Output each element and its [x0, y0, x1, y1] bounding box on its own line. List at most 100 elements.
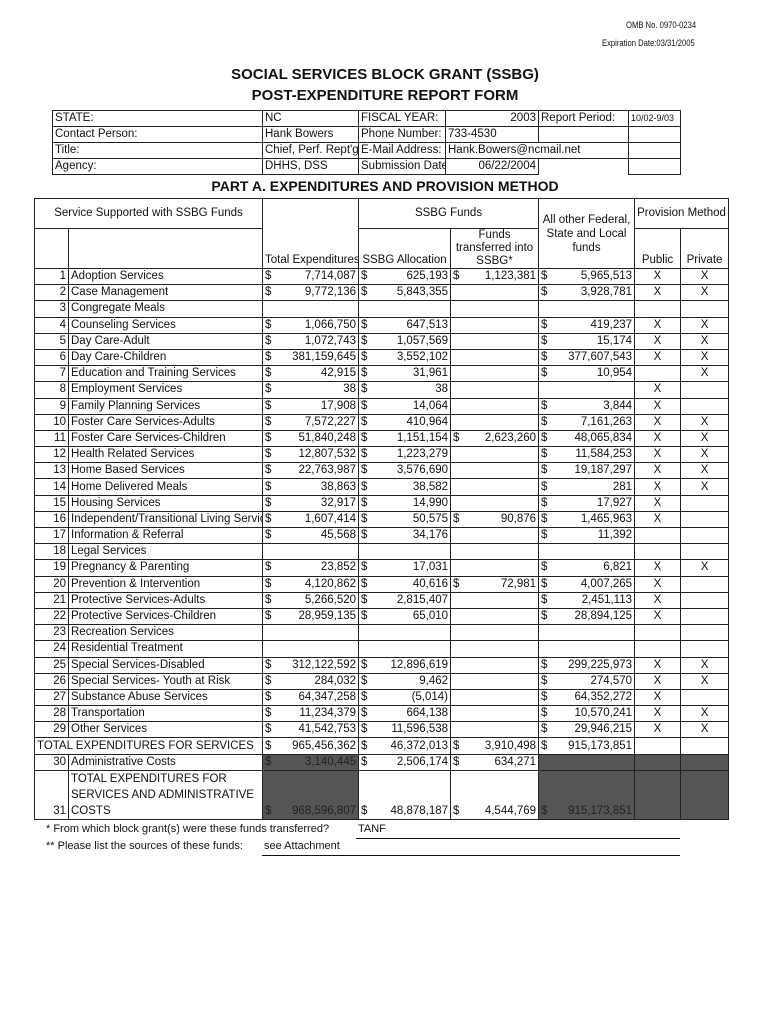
- currency-symbol: $: [541, 529, 548, 542]
- total-expenditures: $1,072,743: [262, 332, 360, 350]
- currency-symbol: $: [361, 383, 368, 396]
- currency-symbol: $: [361, 480, 368, 493]
- ssbg-allocation-value: 48,878,187: [390, 804, 449, 817]
- public-mark: X: [634, 446, 682, 464]
- currency-symbol: $: [265, 804, 272, 817]
- ssbg-allocation: $38,582: [358, 478, 452, 496]
- private-mark: [680, 397, 730, 415]
- currency-symbol: $: [265, 561, 272, 574]
- ssbg-allocation: $50,575: [358, 510, 452, 529]
- currency-symbol: $: [541, 480, 548, 493]
- currency-symbol: $: [361, 723, 368, 736]
- other-funds-value: 274,570: [590, 674, 633, 687]
- currency-symbol: $: [265, 351, 272, 364]
- other-funds-value: 48,065,834: [574, 431, 633, 444]
- fiscal-year-label: FISCAL YEAR:: [358, 110, 446, 127]
- public-mark: X: [634, 413, 682, 431]
- ssbg-allocation: $1,151,154: [358, 429, 452, 448]
- ssbg-allocation-value: 40,616: [412, 577, 449, 590]
- currency-symbol: $: [453, 577, 460, 590]
- report-period-label: Report Period:: [538, 110, 629, 127]
- funds-transferred: [450, 494, 540, 512]
- footnote-transfer-answer[interactable]: TANF: [358, 823, 386, 835]
- title-label: Title:: [52, 142, 263, 159]
- footnote-sources-answer[interactable]: see Attachment: [264, 840, 340, 852]
- private-mark: [680, 591, 730, 609]
- table-row: 14 Home Delivered Meals $38,863 $38,582 $281…: [34, 478, 730, 496]
- currency-symbol: $: [265, 270, 272, 283]
- ssbg-allocation: $46,372,013: [358, 737, 452, 755]
- currency-symbol: $: [361, 464, 368, 477]
- private-mark: [680, 575, 730, 593]
- currency-symbol: $: [541, 658, 548, 671]
- ssbg-allocation: [358, 640, 452, 658]
- funds-transferred: $2,623,260: [450, 429, 540, 448]
- footnote-sources-question: ** Please list the sources of these fund…: [46, 840, 243, 852]
- info-table: STATE: NC FISCAL YEAR: 2003 Report Period: 10…: [52, 110, 681, 175]
- public-mark: [634, 640, 682, 658]
- currency-symbol: $: [541, 399, 548, 412]
- currency-symbol: $: [541, 351, 548, 364]
- currency-symbol: $: [361, 593, 368, 606]
- currency-symbol: $: [541, 610, 548, 623]
- contact-label: Contact Person:: [52, 126, 263, 143]
- funds-transferred-value: 4,544,769: [484, 804, 537, 817]
- currency-symbol: $: [265, 367, 272, 380]
- row-number: 18: [34, 543, 69, 561]
- funds-transferred: [450, 332, 540, 350]
- public-mark: X: [634, 688, 682, 707]
- row-number: 9: [34, 397, 69, 415]
- public-mark: X: [634, 429, 682, 448]
- service-name: Legal Services: [67, 543, 264, 561]
- public-mark: X: [634, 462, 682, 480]
- row-number: 5: [34, 332, 69, 350]
- table-row: 15 Housing Services $32,917 $14,990 $17,927 X: [34, 494, 730, 512]
- currency-symbol: $: [541, 593, 548, 606]
- other-funds: $11,584,253: [538, 446, 636, 464]
- currency-symbol: $: [361, 512, 368, 525]
- service-name: Congregate Meals: [67, 300, 264, 318]
- service-name: Prevention & Intervention: [67, 575, 264, 593]
- other-funds-header: All other Federal, State and Local funds: [538, 198, 636, 269]
- currency-symbol: $: [265, 610, 272, 623]
- total-expenditures: $28,959,135: [262, 607, 360, 626]
- currency-symbol: $: [265, 690, 272, 703]
- public-mark: [634, 526, 682, 545]
- currency-symbol: $: [541, 739, 548, 752]
- total-expenditures: $3,140,445: [262, 753, 360, 771]
- total-expenditures-value: 7,572,227: [304, 415, 357, 428]
- other-funds-value: 915,173,851: [568, 804, 633, 817]
- total-expenditures: $23,852: [262, 559, 360, 577]
- other-funds: $3,928,781: [538, 284, 636, 302]
- total-expenditures: $7,572,227: [262, 413, 360, 431]
- total-expenditures-value: 17,908: [320, 399, 357, 412]
- service-name: Protective Services-Adults: [67, 591, 264, 609]
- other-funds: $915,173,851: [538, 737, 636, 755]
- total-expenditures-value: 45,568: [320, 529, 357, 542]
- service-name: Day Care-Children: [67, 348, 264, 367]
- total-expenditures-value: 12,807,532: [298, 448, 357, 461]
- public-mark: [634, 753, 682, 771]
- currency-symbol: $: [541, 334, 548, 347]
- total-expenditures: $32,917: [262, 494, 360, 512]
- submission-date-value: 06/22/2004: [445, 158, 539, 175]
- private-mark: X: [680, 478, 730, 496]
- funds-transferred-header: Funds transferred into SSBG*: [450, 228, 540, 269]
- private-mark: X: [680, 462, 730, 480]
- row-number: 21: [34, 591, 69, 609]
- form-title: SOCIAL SERVICES BLOCK GRANT (SSBG): [231, 66, 539, 83]
- table-row: 23 Recreation Services: [34, 624, 730, 642]
- service-header: Service Supported with SSBG Funds: [33, 198, 264, 229]
- other-funds-value: 19,187,297: [574, 464, 633, 477]
- row-number: 10: [34, 413, 69, 431]
- ssbg-funds-header: SSBG Funds: [358, 198, 540, 229]
- row-number: 15: [34, 494, 69, 512]
- public-mark: X: [634, 478, 682, 496]
- row-number: 16: [34, 510, 69, 529]
- table-row: 6 Day Care-Children $381,159,645 $3,552,102…: [34, 348, 730, 367]
- service-name: Recreation Services: [67, 624, 264, 642]
- total-expenditures-value: 1,607,414: [304, 512, 357, 525]
- total-expenditures: $41,542,753: [262, 721, 360, 739]
- other-funds: $377,607,543: [538, 348, 636, 367]
- state-label: STATE:: [52, 110, 263, 127]
